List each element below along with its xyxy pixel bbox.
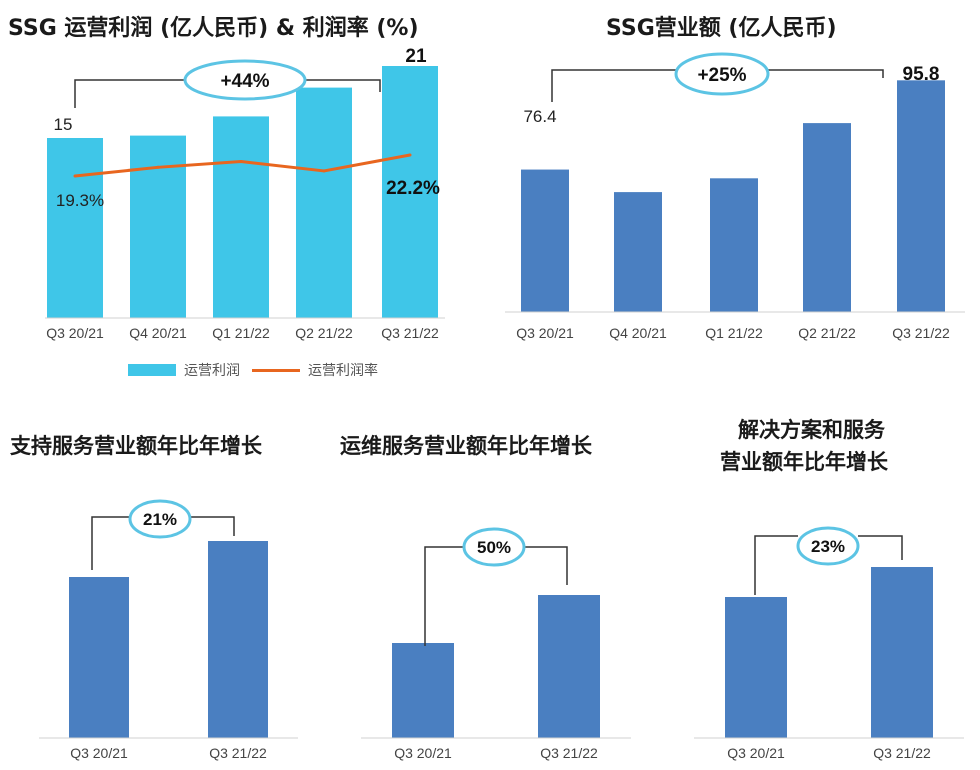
chart1-margin-point-3 xyxy=(239,160,243,164)
legend-swatch-bar xyxy=(128,364,176,376)
chart3-growth-bubble xyxy=(128,499,192,539)
chart5-growth-label: 23% xyxy=(811,537,845,556)
chart1-x-tick-4: Q2 21/22 xyxy=(295,325,353,341)
chart1-margin-point-4 xyxy=(322,169,326,173)
legend-swatch-line xyxy=(252,368,300,372)
chart3-growth-label: 21% xyxy=(143,510,177,529)
chart1-growth-label: +44% xyxy=(220,71,269,92)
chart4-growth-label: 50% xyxy=(477,538,511,557)
chart3-x-tick-1: Q3 20/21 xyxy=(70,745,128,761)
chart5-bar-2 xyxy=(871,567,933,738)
chart3-x-tick-2: Q3 21/22 xyxy=(209,745,267,761)
chart3-bar-1 xyxy=(69,577,129,738)
chart1-bar-5 xyxy=(382,66,438,318)
chart2-label-first-bar: 76.4 xyxy=(523,107,556,126)
chart2-x-tick-1: Q3 20/21 xyxy=(516,325,574,341)
chart4-title: 运维服务营业额年比年增长 xyxy=(340,434,592,458)
chart2-bar-3 xyxy=(710,178,758,312)
chart4-growth-bracket xyxy=(424,546,568,646)
chart1-margin-point-2 xyxy=(156,165,160,169)
chart5-growth-bubble xyxy=(796,526,860,566)
chart5-x-tick-1: Q3 20/21 xyxy=(727,745,785,761)
chart2-label-last-bar: 95.8 xyxy=(903,64,940,85)
chart2-x-tick-3: Q1 21/22 xyxy=(705,325,763,341)
chart5-x-tick-2: Q3 21/22 xyxy=(873,745,931,761)
chart1-margin-point-5 xyxy=(408,153,412,157)
legend-label-line: 运营利润率 xyxy=(308,363,378,379)
chart4-bar-1 xyxy=(392,643,454,738)
chart2-bar-4 xyxy=(803,123,851,312)
chart1-growth-bubble xyxy=(183,59,307,101)
chart4-x-tick-2: Q3 21/22 xyxy=(540,745,598,761)
chart1-x-tick-1: Q3 20/21 xyxy=(46,325,104,341)
chart1-label-first-bar: 15 xyxy=(54,115,73,134)
chart2-x-tick-4: Q2 21/22 xyxy=(798,325,856,341)
chart2-x-tick-5: Q3 21/22 xyxy=(892,325,950,341)
chart5-growth-bracket xyxy=(754,535,903,595)
chart2-bar-1 xyxy=(521,169,569,312)
chart1-bar-4 xyxy=(296,87,352,318)
chart4-growth-bubble xyxy=(462,527,526,567)
chart2-bar-5 xyxy=(897,80,945,312)
chart1-label-first-margin: 19.3% xyxy=(56,191,104,210)
chart1-x-tick-5: Q3 21/22 xyxy=(381,325,439,341)
chart2-growth-label: +25% xyxy=(697,65,746,86)
chart3-bar-2 xyxy=(208,541,268,738)
chart1-x-tick-3: Q1 21/22 xyxy=(212,325,270,341)
chart1-growth-bracket xyxy=(74,79,381,108)
chart4-x-tick-1: Q3 20/21 xyxy=(394,745,452,761)
chart1-label-last-bar: 21 xyxy=(405,46,427,67)
chart1-label-last-margin: 22.2% xyxy=(386,178,440,199)
chart5-title-line1: 解决方案和服务 xyxy=(738,418,885,442)
chart1-title: SSG 运营利润 (亿人民币) & 利润率 (%) xyxy=(8,16,419,41)
chart1-margin-point-1 xyxy=(73,174,77,178)
chart1-bar-1 xyxy=(47,138,103,318)
chart5-bar-1 xyxy=(725,597,787,738)
legend-item-line: 运营利润率 xyxy=(252,360,378,380)
chart1-x-tick-2: Q4 20/21 xyxy=(129,325,187,341)
chart4-bar-2 xyxy=(538,595,600,738)
chart2-growth-bubble xyxy=(674,52,770,96)
chart3-growth-bracket xyxy=(91,516,235,570)
chart1-bar-3 xyxy=(213,116,269,319)
chart1-bar-2 xyxy=(130,135,186,318)
legend-label-bar: 运营利润 xyxy=(184,363,240,379)
chart3-title: 支持服务营业额年比年增长 xyxy=(10,434,262,458)
chart2-title: SSG营业额 (亿人民币) xyxy=(606,16,837,41)
chart2-x-tick-2: Q4 20/21 xyxy=(609,325,667,341)
chart2-growth-bracket xyxy=(551,69,884,102)
legend-item-bar: 运营利润 xyxy=(128,360,240,380)
chart2-bar-2 xyxy=(614,192,662,312)
chart5-title-line2: 营业额年比年增长 xyxy=(720,450,888,474)
